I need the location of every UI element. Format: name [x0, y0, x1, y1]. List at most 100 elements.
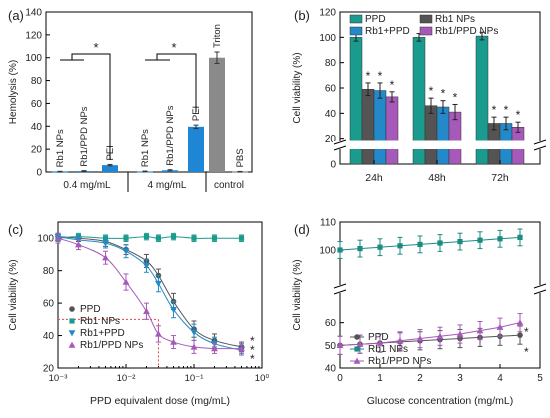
data-point [496, 323, 504, 330]
data-point [75, 241, 82, 248]
group-label: control [214, 180, 244, 191]
x-tick-label: 1 [377, 373, 383, 384]
legend-label: Rb1 NPs [368, 344, 408, 355]
y-tick-label: 100 [37, 234, 54, 245]
bar-pei [188, 126, 204, 172]
axis-break-mark [333, 283, 347, 289]
data-point [143, 234, 150, 240]
data-point [155, 235, 162, 241]
axis-break-band [341, 141, 539, 149]
significance-star: * [516, 108, 521, 122]
y-tick-label: 100 [319, 33, 336, 44]
axis-break-mark [333, 145, 347, 151]
data-point [102, 254, 109, 261]
series-line-rb1-ppd-nps [57, 237, 242, 350]
bar-label: Rb1/PPD NPs [165, 105, 176, 165]
y-tick-label: 80 [43, 266, 55, 277]
x-tick-label: 24h [365, 172, 383, 184]
data-point [337, 247, 343, 253]
legend-marker [68, 341, 76, 348]
y-tick-label: 40 [43, 331, 55, 342]
y-tick-label: 80 [31, 76, 43, 87]
bar-rb1-nps [361, 89, 375, 165]
legend-label: Rb1+PPD [365, 26, 410, 37]
axis-break-mark [533, 283, 547, 289]
legend-label: Rb1+PPD [80, 328, 125, 339]
x-tick-label: 2 [417, 373, 423, 384]
y-tick-label: 100 [25, 53, 42, 64]
legend-marker [354, 334, 360, 340]
y-tick-label: 60 [43, 299, 55, 310]
panel-label: (b) [294, 8, 310, 23]
bar-triton [209, 57, 225, 172]
x-tick-label: 0 [337, 373, 343, 384]
bar-label: Triton [212, 24, 223, 48]
data-point [122, 248, 130, 255]
axis-break-gap [333, 285, 347, 293]
data-point [155, 330, 162, 337]
bar-label: Rb1 NPs [140, 129, 151, 167]
axis-break-mark [333, 139, 347, 145]
y-tick-label: 40 [325, 364, 337, 375]
data-point [123, 235, 129, 241]
x-axis-label: Glucose concentration (mg/mL) [367, 395, 513, 407]
data-point [170, 234, 177, 240]
y-tick-label: 50 [325, 341, 337, 352]
x-tick-label: 3 [457, 373, 463, 384]
significance-star: * [492, 103, 497, 117]
y-tick-label: 40 [31, 122, 43, 133]
series-line-rb1-ppd-nps [339, 322, 521, 346]
data-point [397, 243, 403, 249]
x-tick-label: 5 [537, 373, 543, 384]
data-point [170, 338, 177, 345]
y-tick-label: 60 [31, 99, 43, 110]
y-tick-label: 0 [36, 168, 42, 179]
data-point [497, 236, 503, 242]
significance-bracket [145, 53, 197, 112]
y-axis-label: Cell viability (%) [8, 259, 19, 330]
significance-star: * [429, 84, 434, 98]
axis-break-mark [533, 139, 547, 145]
y-axis-label: Cell viability (%) [292, 259, 303, 330]
y-tick-label: 80 [325, 58, 337, 69]
legend-swatch [349, 26, 363, 36]
y-tick-label: 60 [325, 318, 337, 329]
y-tick-label: 110 [320, 218, 336, 229]
series-line-rb1-ppd [57, 236, 242, 351]
panel-label: (c) [8, 222, 23, 237]
data-point [155, 280, 162, 288]
x-tick-label: 10⁻¹ [185, 373, 204, 384]
significance-star: * [93, 40, 98, 55]
y-axis-label: Hemolysis (%) [8, 60, 19, 124]
x-axis-label: PPD equivalent dose (mg/mL) [90, 395, 230, 407]
axis-break-gap [533, 285, 547, 293]
x-tick-label: 72h [491, 172, 509, 184]
plot-frame [57, 221, 263, 369]
data-point [336, 341, 344, 349]
panel-label: (a) [8, 8, 24, 23]
bar-rb1-ppd [373, 90, 387, 165]
significance-star: * [250, 352, 255, 366]
data-point [191, 235, 197, 241]
legend-label: Rb1 NPs [80, 316, 120, 327]
significance-star: * [524, 345, 529, 359]
legend-label: Rb1/PPD NPs [435, 26, 498, 37]
bar-label: PBS [235, 148, 246, 167]
axis-break-band [341, 286, 539, 292]
bar-label: Rb1 NPs [55, 129, 66, 167]
data-point [457, 239, 463, 245]
series-line-rb1-nps [57, 236, 242, 239]
legend-marker [69, 306, 75, 312]
data-point [456, 330, 464, 337]
bar-label: PEI [191, 106, 202, 121]
data-point [376, 339, 384, 346]
data-point [437, 240, 443, 246]
bar-rb1-ppd [436, 106, 450, 165]
bar-label: Rb1/PPD NPs [79, 106, 90, 166]
data-point [190, 329, 198, 336]
data-point [417, 241, 423, 247]
legend-swatch [419, 26, 433, 36]
bar-rb1-ppd-nps [385, 96, 399, 165]
data-point [190, 343, 198, 350]
